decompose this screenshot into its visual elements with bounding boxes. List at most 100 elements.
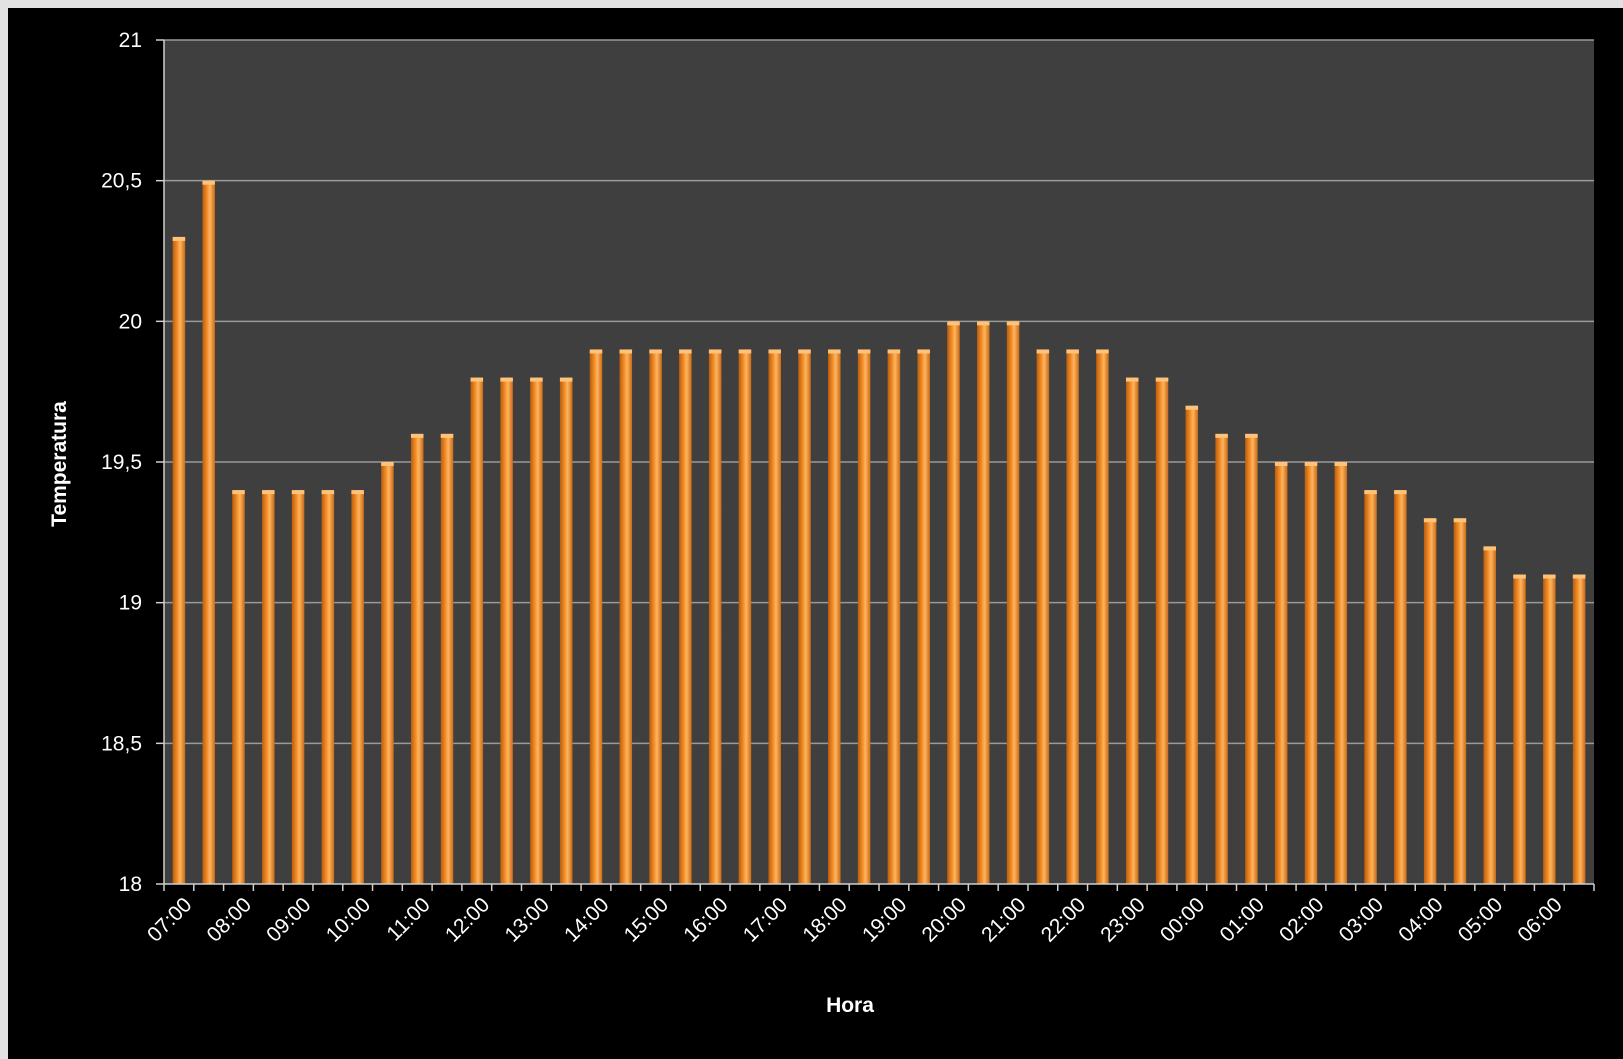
axes (156, 39, 1595, 891)
bar (500, 377, 513, 884)
bar (679, 349, 692, 884)
bar-cap (232, 490, 245, 495)
bar-cap (1185, 405, 1199, 410)
y-tick-label: 18,5 (101, 732, 142, 755)
bar (1513, 574, 1526, 884)
bar (410, 433, 424, 884)
bar (917, 349, 930, 884)
bar (828, 349, 841, 884)
bar-cap (351, 490, 364, 495)
bar (172, 236, 186, 884)
bar-cap (1155, 377, 1169, 382)
bar (1543, 574, 1556, 884)
bar-cap (1245, 433, 1258, 438)
bar (947, 321, 960, 884)
bar (1423, 518, 1437, 884)
bar-cap (679, 349, 692, 354)
bar-cap (1334, 462, 1348, 466)
bar (232, 490, 245, 884)
bar-cap (381, 462, 394, 466)
bar (1334, 462, 1348, 884)
bar-cap (321, 490, 335, 495)
y-tick-label: 20,5 (101, 170, 142, 193)
bar (649, 349, 662, 884)
bar-cap (1483, 546, 1496, 551)
bar-cap (530, 377, 543, 382)
bars (172, 180, 1586, 884)
bar (708, 349, 722, 884)
bar-cap (470, 377, 484, 382)
bar (351, 490, 364, 884)
bar (738, 349, 752, 884)
bar (470, 377, 484, 884)
y-tick-label: 18 (119, 873, 142, 896)
bar (262, 490, 275, 884)
y-tick-labels: 18 18,5 19 19,5 20 20,5 21 (101, 29, 142, 896)
bar (1304, 462, 1318, 884)
bar (1245, 433, 1258, 884)
bar-cap (649, 349, 662, 354)
bar (1274, 462, 1288, 884)
bar-cap (291, 490, 305, 495)
bar (381, 462, 394, 884)
bar-cap (202, 180, 215, 185)
bar-cap (1125, 377, 1139, 382)
y-tick-label: 19 (119, 592, 142, 615)
bar (530, 377, 543, 884)
bar-cap (1394, 490, 1407, 495)
bar-cap (589, 349, 603, 354)
bar-cap (619, 349, 633, 354)
bar-cap (1453, 518, 1467, 523)
bar (1572, 574, 1586, 884)
y-tick-label: 19,5 (101, 451, 142, 474)
bar (798, 349, 811, 884)
y-tick-label: 20 (119, 310, 142, 333)
bar-cap (768, 349, 781, 354)
bar (887, 349, 901, 884)
bar-cap (559, 377, 573, 382)
bar (202, 180, 215, 884)
bar (559, 377, 573, 884)
bar (1036, 349, 1050, 884)
bar-cap (1066, 349, 1079, 354)
bar (619, 349, 633, 884)
bar (1096, 349, 1109, 884)
bar (1394, 490, 1407, 884)
bar-cap (947, 321, 960, 326)
bar-cap (1423, 518, 1437, 523)
bar-cap (410, 433, 424, 438)
bar-cap (917, 349, 930, 354)
bar-cap (708, 349, 722, 354)
bar-cap (1006, 321, 1020, 326)
bar-cap (1215, 433, 1228, 438)
bar (1155, 377, 1169, 884)
bar-cap (500, 377, 513, 382)
bar-cap (798, 349, 811, 354)
bar (321, 490, 335, 884)
bar-cap (857, 349, 871, 354)
bar-cap (1572, 574, 1586, 579)
bar-cap (738, 349, 752, 354)
bar (977, 321, 990, 884)
bar-cap (977, 321, 990, 326)
y-tick-label: 21 (119, 29, 142, 52)
bar-cap (1274, 462, 1288, 466)
bar-cap (440, 433, 454, 438)
bar (1215, 433, 1228, 884)
bar-cap (1304, 462, 1318, 466)
bar (1483, 546, 1496, 884)
bar (1185, 405, 1199, 884)
bar (1364, 490, 1377, 884)
bar-cap (1513, 574, 1526, 579)
bar-cap (887, 349, 901, 354)
bar (589, 349, 603, 884)
bar (768, 349, 781, 884)
bar (440, 433, 454, 884)
bar (1125, 377, 1139, 884)
gridlines (164, 39, 1594, 745)
bar (857, 349, 871, 884)
bar (291, 490, 305, 884)
bar-cap (1364, 490, 1377, 495)
bar-cap (1543, 574, 1556, 579)
